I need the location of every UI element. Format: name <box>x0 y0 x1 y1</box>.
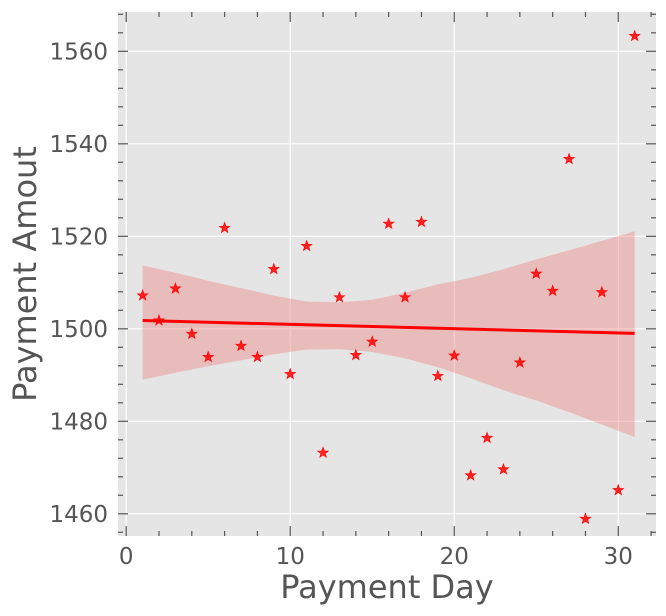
y-axis-title: Payment Amout <box>6 146 44 402</box>
data-point <box>136 289 149 301</box>
data-point <box>218 221 231 234</box>
data-point <box>333 290 346 303</box>
data-point <box>562 152 576 165</box>
data-point <box>152 313 166 326</box>
x-axis-title: Payment Day <box>280 568 493 606</box>
data-point <box>267 262 280 275</box>
y-tick-label: 1480 <box>49 409 108 435</box>
data-point <box>300 239 313 252</box>
x-tick-label: 30 <box>604 544 633 570</box>
data-point <box>546 284 559 297</box>
data-point <box>415 215 428 228</box>
data-point <box>431 369 445 382</box>
data-point <box>284 367 297 380</box>
x-tick-label: 20 <box>440 544 469 570</box>
data-points <box>136 29 641 525</box>
y-tick-label: 1500 <box>49 317 108 343</box>
y-tick-label: 1520 <box>49 224 108 250</box>
data-point <box>251 350 264 363</box>
confidence-band <box>142 231 635 437</box>
data-point <box>612 483 625 496</box>
y-tick-label: 1560 <box>49 39 108 65</box>
data-point <box>382 217 395 230</box>
x-tick-label: 10 <box>276 544 305 570</box>
y-tick-label: 1540 <box>49 132 108 158</box>
confidence-band-layer <box>142 231 635 437</box>
data-point <box>448 349 461 361</box>
tick-labels: 0 10 20 30 1460 1480 1500 1520 1540 1560 <box>49 39 632 570</box>
data-point <box>349 348 362 361</box>
data-point <box>595 285 609 298</box>
data-point <box>513 356 527 368</box>
axis-ticks <box>118 12 656 536</box>
data-point <box>628 29 641 42</box>
data-point <box>497 462 510 475</box>
x-tick-label: 0 <box>119 544 134 570</box>
data-point <box>169 282 182 294</box>
plot-background <box>118 12 656 536</box>
data-point <box>185 327 198 340</box>
data-point <box>480 431 494 444</box>
y-tick-label: 1460 <box>49 502 108 528</box>
data-point <box>366 335 379 348</box>
data-point <box>579 512 592 525</box>
data-point <box>464 468 477 481</box>
regression-line-layer <box>142 318 635 335</box>
data-point <box>234 339 248 352</box>
data-point <box>202 350 215 363</box>
data-point <box>530 267 543 280</box>
grid-lines <box>118 12 656 536</box>
regression-line <box>142 318 635 335</box>
data-point <box>398 290 412 303</box>
data-point <box>316 446 330 458</box>
